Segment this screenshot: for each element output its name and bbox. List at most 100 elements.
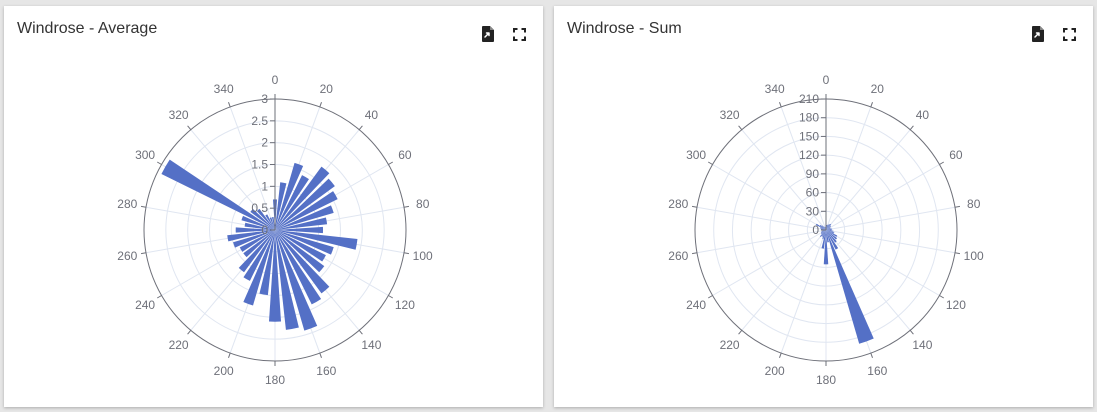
windrose-bar-90[interactable]: [826, 229, 832, 231]
windrose-bar-30[interactable]: [275, 175, 309, 230]
windrose-bar-240[interactable]: [239, 230, 275, 252]
angle-tick-label: 280: [668, 197, 688, 211]
windrose-bar-90[interactable]: [275, 226, 324, 234]
windrose-bar-340[interactable]: [269, 217, 275, 230]
windrose-bar-330[interactable]: [265, 214, 275, 230]
windrose-bar-30[interactable]: [826, 223, 830, 230]
windrose-bar-320[interactable]: [256, 208, 275, 230]
windrose-bar-210[interactable]: [821, 230, 826, 237]
angle-tick-label: 300: [135, 148, 155, 162]
windrose-bar-60[interactable]: [275, 191, 338, 230]
windrose-bar-80[interactable]: [826, 228, 833, 230]
radius-tick-label: 30: [806, 204, 820, 218]
windrose-bar-160[interactable]: [275, 230, 318, 331]
angle-tick: [140, 252, 147, 255]
windrose-bar-250[interactable]: [821, 230, 826, 233]
windrose-bar-300[interactable]: [815, 223, 826, 230]
windrose-bar-150[interactable]: [275, 230, 322, 305]
windrose-bar-70[interactable]: [275, 205, 334, 230]
windrose-bar-290[interactable]: [241, 215, 275, 230]
angle-tick-label: 240: [686, 298, 706, 312]
angle-grid-line: [696, 229, 827, 254]
windrose-bar-120[interactable]: [826, 230, 838, 237]
angle-tick: [388, 161, 394, 165]
angle-tick: [156, 295, 162, 299]
windrose-bar-40[interactable]: [826, 223, 832, 230]
windrose-bar-120[interactable]: [275, 230, 326, 262]
angle-tick: [319, 352, 322, 358]
angle-tick-label: 340: [765, 82, 785, 96]
angle-tick-label: 180: [816, 373, 836, 387]
windrose-bar-290[interactable]: [820, 227, 826, 230]
windrose-bar-190[interactable]: [821, 230, 826, 249]
windrose-bar-110[interactable]: [826, 230, 835, 234]
windrose-bar-150[interactable]: [826, 230, 839, 250]
export-file-icon[interactable]: [1029, 25, 1047, 43]
windrose-bar-270[interactable]: [235, 227, 275, 233]
windrose-bar-180[interactable]: [269, 230, 281, 322]
angle-tick: [939, 161, 945, 165]
windrose-bar-190[interactable]: [259, 230, 275, 296]
windrose-bar-10[interactable]: [275, 182, 287, 230]
windrose-bar-80[interactable]: [275, 217, 328, 230]
windrose-bar-100[interactable]: [826, 230, 834, 232]
windrose-bar-130[interactable]: [826, 230, 838, 240]
windrose-bar-140[interactable]: [826, 230, 837, 243]
angle-tick-label: 240: [135, 298, 155, 312]
angle-grid-line: [825, 206, 956, 231]
angle-tick-label: 60: [949, 148, 963, 162]
angle-tick: [707, 295, 713, 299]
windrose-bar-200[interactable]: [822, 230, 826, 239]
windrose-bar-310[interactable]: [819, 224, 826, 230]
angle-tick-label: 260: [668, 249, 688, 263]
windrose-bar-300[interactable]: [161, 159, 275, 230]
windrose-bar-260[interactable]: [227, 230, 275, 242]
windrose-bar-240[interactable]: [820, 230, 826, 234]
windrose-average-chart: 0204060801001201401601802002202402602803…: [117, 73, 433, 387]
angle-tick-label: 200: [214, 364, 234, 378]
windrose-bar-100[interactable]: [275, 230, 358, 250]
angle-tick-label: 280: [117, 197, 137, 211]
windrose-bar-350[interactable]: [271, 216, 275, 230]
angle-grid-line: [825, 229, 956, 254]
angle-grid-line: [825, 164, 940, 231]
windrose-bar-140[interactable]: [275, 230, 330, 294]
windrose-bar-180[interactable]: [823, 230, 829, 265]
export-file-icon[interactable]: [479, 25, 497, 43]
windrose-bar-170[interactable]: [826, 230, 829, 243]
windrose-bar-320[interactable]: [822, 225, 826, 230]
windrose-bar-220[interactable]: [819, 230, 826, 238]
windrose-bar-170[interactable]: [275, 230, 299, 330]
fullscreen-icon[interactable]: [510, 25, 528, 43]
windrose-bar-20[interactable]: [826, 224, 829, 230]
windrose-bar-130[interactable]: [275, 230, 325, 273]
windrose-bar-310[interactable]: [250, 208, 275, 230]
windrose-bar-50[interactable]: [275, 178, 335, 230]
windrose-bar-210[interactable]: [243, 230, 275, 281]
angle-tick: [228, 352, 231, 358]
angle-tick: [738, 125, 743, 130]
windrose-bar-220[interactable]: [238, 230, 275, 273]
angle-tick: [187, 330, 192, 335]
angle-tick-label: 40: [916, 108, 930, 122]
angle-grid-line: [825, 229, 940, 296]
windrose-bar-20[interactable]: [275, 162, 304, 230]
windrose-bar-160[interactable]: [826, 230, 874, 344]
windrose-bar-330[interactable]: [823, 226, 826, 230]
windrose-bar-60[interactable]: [826, 227, 831, 230]
windrose-bar-40[interactable]: [275, 166, 330, 230]
windrose-bar-110[interactable]: [275, 230, 334, 255]
windrose-bar-230[interactable]: [820, 230, 826, 235]
radius-tick-label: 0.5: [251, 201, 268, 215]
windrose-bar-200[interactable]: [243, 230, 275, 306]
angle-tick: [909, 330, 914, 335]
angle-grid-line: [780, 229, 827, 354]
windrose-bar-50[interactable]: [826, 225, 832, 230]
windrose-bar-280[interactable]: [244, 222, 275, 230]
windrose-bar-250[interactable]: [233, 230, 275, 248]
fullscreen-icon[interactable]: [1060, 25, 1078, 43]
angle-tick-label: 0: [272, 73, 279, 87]
windrose-bar-230[interactable]: [243, 230, 275, 258]
angle-tick-label: 120: [946, 298, 966, 312]
windrose-bar-70[interactable]: [826, 227, 831, 230]
